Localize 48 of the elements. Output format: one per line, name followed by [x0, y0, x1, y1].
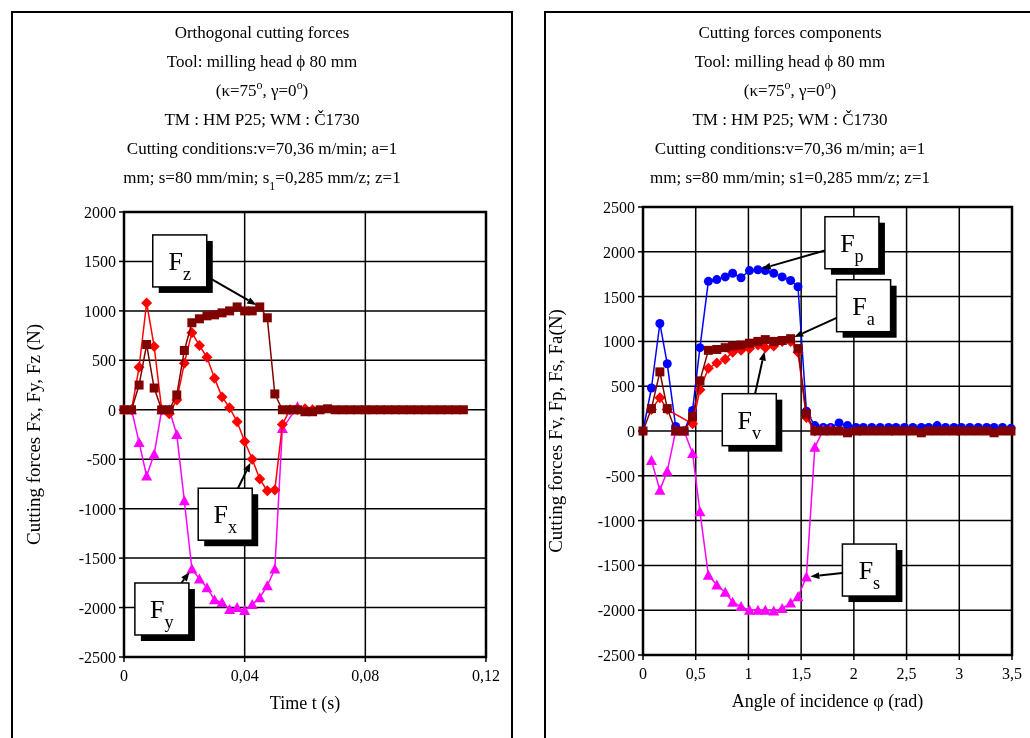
- series-label: F$_{y}$: [150, 594, 175, 632]
- x-tick-label: 0,04: [230, 667, 259, 684]
- x-tick-label: 0: [639, 665, 647, 682]
- y-tick-label: -1500: [78, 550, 116, 568]
- text: Tool: milling head ϕ 80 mm (κ=75$^{o}$, γ=0$^{o}$) TM : HM P25; WM : Č1730 Cutting conditions:v=70,36 m/min; a=1 mm; s=80 mm/min; s$_{1}$=0,285 mm/z; z=1: [123, 52, 401, 193]
- x-tick-label: 3,5: [1002, 665, 1022, 682]
- y-tick-label: 1500: [603, 288, 635, 306]
- y-tick-label: 0: [627, 423, 635, 440]
- y-tick-label: 2000: [84, 204, 116, 221]
- y-tick-label: 2500: [603, 199, 635, 216]
- y-tick-label: -1500: [597, 557, 635, 575]
- chart-title: Orthogonal cutting forces: [174, 23, 350, 42]
- y-tick-label: -500: [86, 451, 116, 469]
- x-tick-label: 2,5: [896, 665, 917, 682]
- x-tick-label: 1: [744, 665, 753, 682]
- x-tick-label: 3: [955, 665, 964, 682]
- y-tick-label: -2500: [78, 649, 116, 666]
- y-tick-label: 500: [611, 378, 635, 396]
- series-label: F$_{p}$: [840, 228, 864, 266]
- y-tick-label: 2000: [603, 243, 635, 261]
- x-tick-label: 0: [120, 667, 128, 684]
- series-label: F$_{z}$: [168, 246, 192, 284]
- y-tick-label: -2500: [597, 647, 635, 664]
- y-axis-title: Cutting forces Fx, Fy, Fz (N): [23, 324, 45, 545]
- text: Tool: milling head ϕ 80 mm (κ=75$^{o}$, γ=0$^{o}$) TM : HM P25; WM : Č1730 Cutting conditions:v=70,36 m/min; a=1 mm; s=80 mm/min; s1=0,285 mm/z; z=1: [650, 52, 930, 187]
- x-tick-label: 1,5: [791, 665, 812, 682]
- x-tick-label: 2: [849, 665, 858, 682]
- text: F$_{a}$: [852, 291, 875, 329]
- series-label: F$_{x}$: [213, 500, 237, 538]
- y-tick-label: 1000: [84, 302, 116, 320]
- y-tick-label: -1000: [597, 512, 635, 530]
- y-tick-label: -1000: [78, 500, 116, 518]
- y-tick-label: 500: [92, 352, 116, 370]
- x-tick-label: 0,5: [685, 665, 706, 682]
- x-tick-label: 0,12: [472, 667, 500, 684]
- x-axis-title: Time t (s): [269, 693, 341, 714]
- series-label: F$_{v}$: [737, 405, 762, 443]
- series-label: F$_{s}$: [858, 556, 881, 594]
- y-tick-label: -2000: [597, 602, 635, 620]
- x-axis-title: Angle of incidence φ (rad): [731, 691, 924, 712]
- y-axis-title: Cutting forces Fv, Fp, Fs, Fa(N): [545, 309, 567, 553]
- x-tick-label: 0,08: [351, 667, 380, 684]
- chart-title: Cutting forces components: [698, 23, 882, 42]
- y-tick-label: 1500: [84, 253, 116, 271]
- y-tick-label: -500: [605, 467, 635, 485]
- y-tick-label: -2000: [78, 599, 116, 617]
- y-tick-label: 1000: [603, 333, 635, 351]
- y-tick-label: 0: [108, 401, 116, 419]
